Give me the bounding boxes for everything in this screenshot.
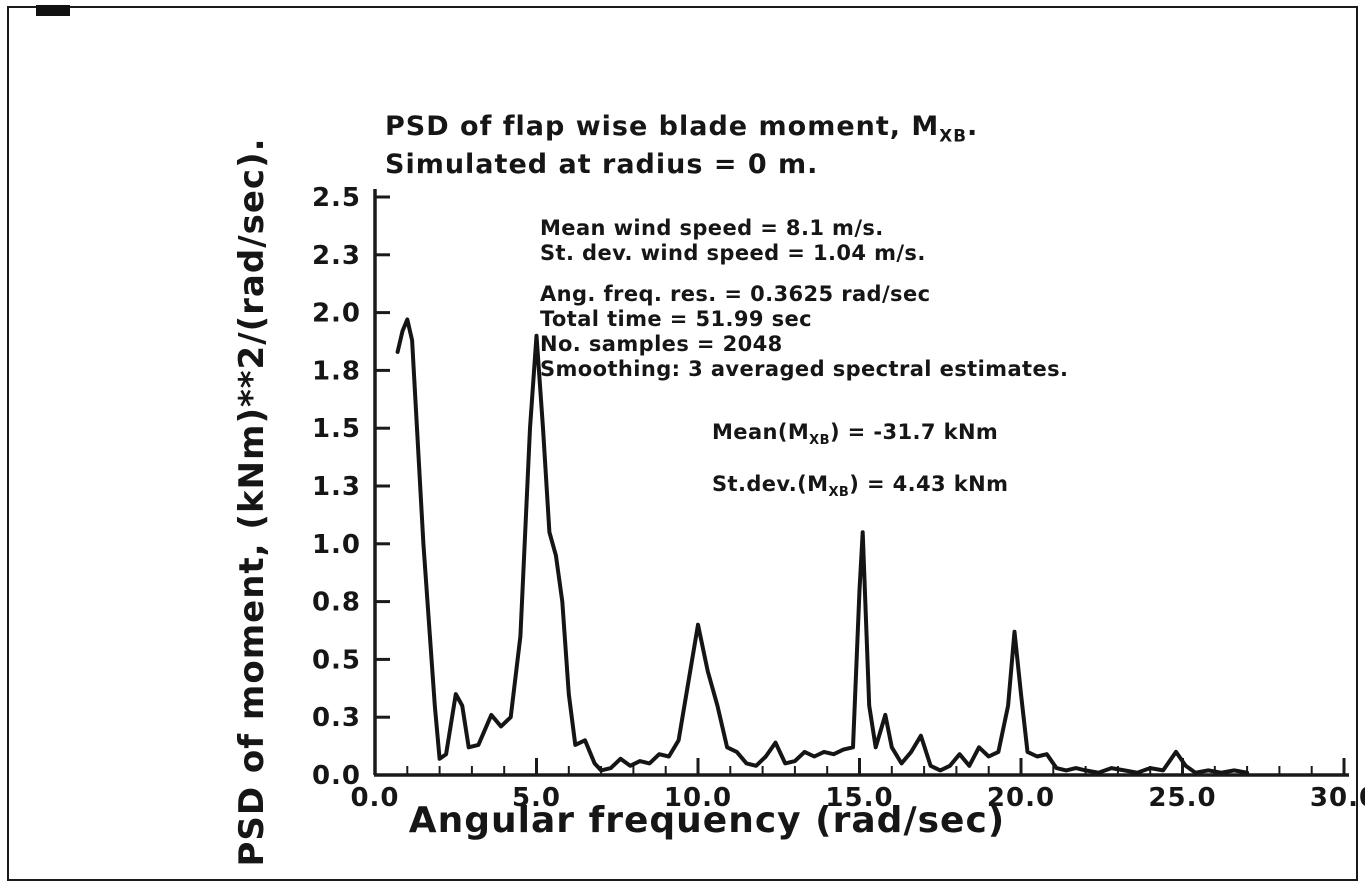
tick-label: 30.0: [1310, 783, 1365, 813]
page-border-frame: [7, 6, 1358, 881]
tick-label: 15.0: [825, 783, 893, 813]
tick-label: 0.3: [312, 703, 361, 733]
x-axis-label: Angular frequency (rad/sec): [408, 800, 1006, 841]
psd-curve: [395, 317, 1250, 775]
simulation-parameters: Mean wind speed = 8.1 m/s. St. dev. wind…: [540, 216, 1068, 382]
tick-label: 5.0: [512, 783, 561, 813]
tick-label: 0.5: [312, 645, 361, 675]
tick-label: 1.8: [312, 356, 361, 386]
annotation-line: St. dev. wind speed = 1.04 m/s.: [540, 241, 926, 265]
scan-artifact-mark: [36, 5, 70, 16]
annotation-line: Mean wind speed = 8.1 m/s.: [540, 216, 884, 240]
tick-label: 1.0: [312, 530, 361, 560]
tick-label: 2.0: [312, 299, 361, 329]
chart-title: PSD of flap wise blade moment, MXB. Simu…: [385, 112, 978, 180]
tick-label: 20.0: [987, 783, 1055, 813]
tick-label: 1.5: [312, 414, 361, 444]
tick-label: 0.0: [312, 761, 361, 791]
annotation-line: Total time = 51.99 sec: [540, 307, 812, 331]
tick-label: 1.3: [312, 472, 361, 502]
annotation-line: Ang. freq. res. = 0.3625 rad/sec: [540, 282, 931, 306]
annotation-line: Smoothing: 3 averaged spectral estimates…: [540, 357, 1069, 381]
tick-label: 2.5: [312, 183, 361, 213]
tick-label: 25.0: [1148, 783, 1216, 813]
chart-title-line1: PSD of flap wise blade moment, MXB.: [385, 111, 979, 146]
moment-statistics: Mean(MXB) = -31.7 kNm St.dev.(MXB) = 4.4…: [712, 420, 1008, 524]
tick-label: 0.0: [350, 783, 399, 813]
annotation-line: No. samples = 2048: [540, 332, 783, 356]
tick-label: 0.8: [312, 588, 361, 618]
tick-label: 2.3: [312, 241, 361, 271]
stdev-moment-stat: St.dev.(MXB) = 4.43 kNm: [712, 472, 1009, 501]
mean-moment-stat: Mean(MXB) = -31.7 kNm: [712, 420, 999, 449]
tick-label: 10.0: [664, 783, 732, 813]
chart-title-line2: Simulated at radius = 0 m.: [385, 149, 819, 181]
y-axis-label: PSD of moment, (kNm)**2/(rad/sec).: [232, 137, 272, 867]
